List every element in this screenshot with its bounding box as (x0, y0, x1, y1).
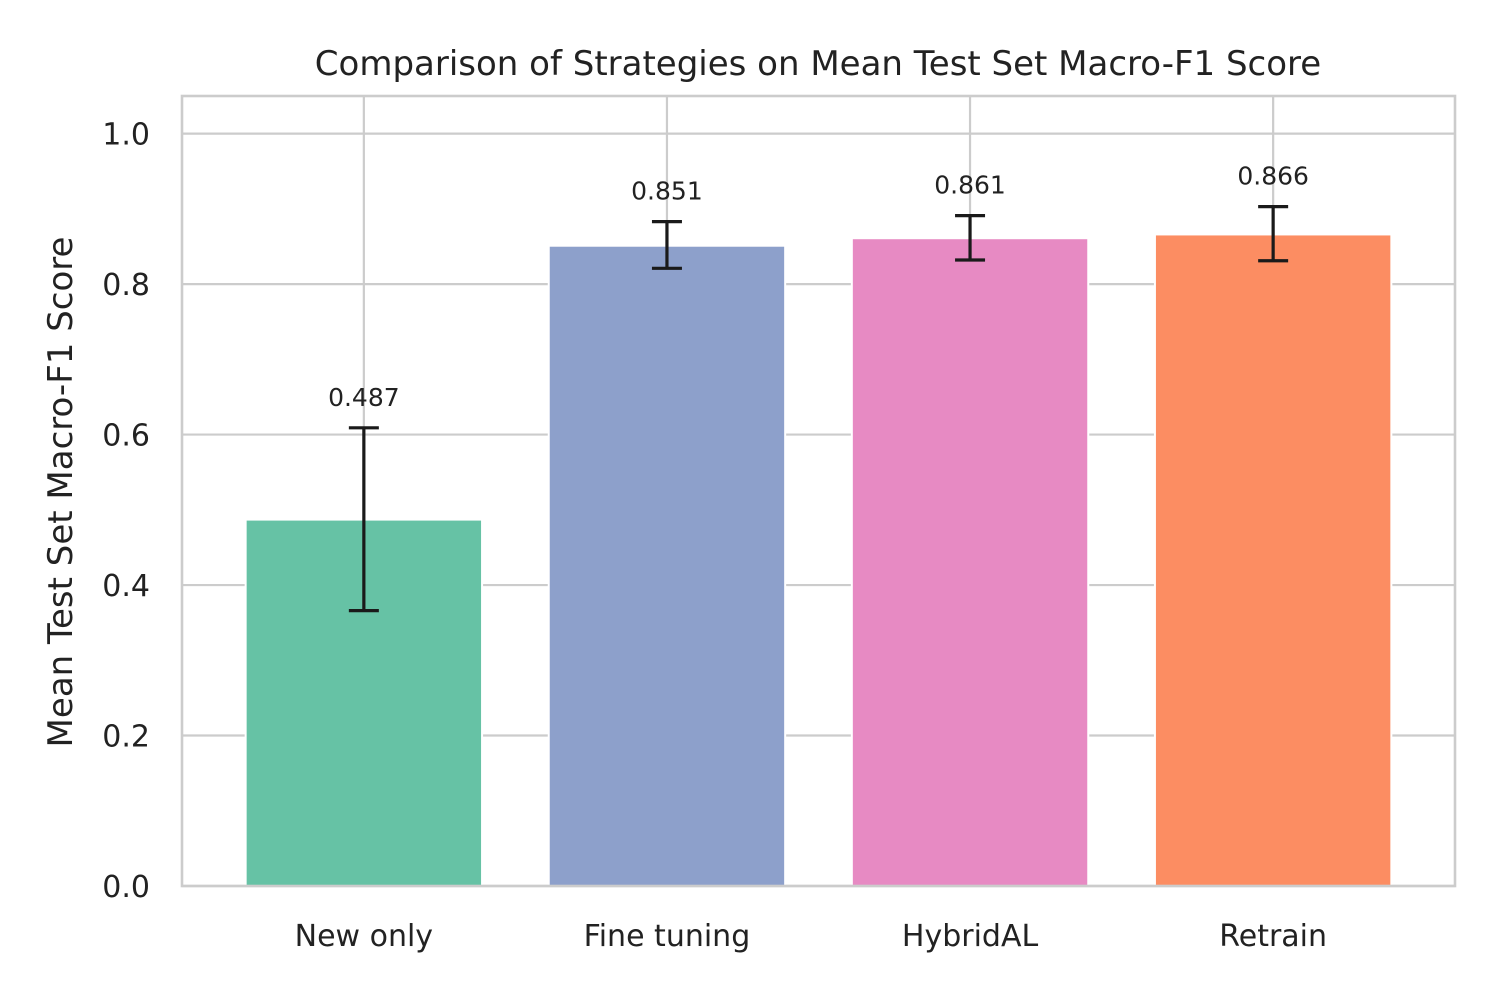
labels: 0.0 0.2 0.4 0.6 0.8 1.0 New only Fine tuning Hyb… (102, 118, 1327, 954)
y-tick-label: 0.2 (102, 720, 150, 755)
y-tick-label: 0.0 (102, 870, 150, 905)
y-axis-label: Mean Test Set Macro-F1 Score (41, 237, 81, 748)
plot-frame (180, 94, 1457, 888)
bars (244, 233, 1393, 887)
y-tick-label: 0.8 (102, 268, 150, 303)
data-label: 0.866 (1237, 162, 1309, 191)
chart-title: Comparison of Strategies on Mean Test Se… (315, 44, 1321, 84)
x-tick-label: New only (295, 919, 433, 954)
data-label: 0.861 (934, 171, 1006, 200)
bar (1153, 233, 1393, 887)
bar (850, 237, 1090, 887)
plot-border (180, 94, 1457, 888)
bar (547, 244, 787, 887)
error-bars (348, 205, 1289, 613)
y-tick-label: 0.6 (102, 419, 150, 454)
x-tick-label: Fine tuning (584, 919, 751, 954)
y-tick-label: 0.4 (102, 569, 150, 604)
data-label: 0.851 (631, 177, 703, 206)
y-tick-label: 1.0 (102, 118, 150, 153)
x-tick-label: Retrain (1219, 919, 1327, 954)
x-tick-label: HybridAL (902, 919, 1039, 954)
data-label: 0.487 (328, 383, 400, 412)
